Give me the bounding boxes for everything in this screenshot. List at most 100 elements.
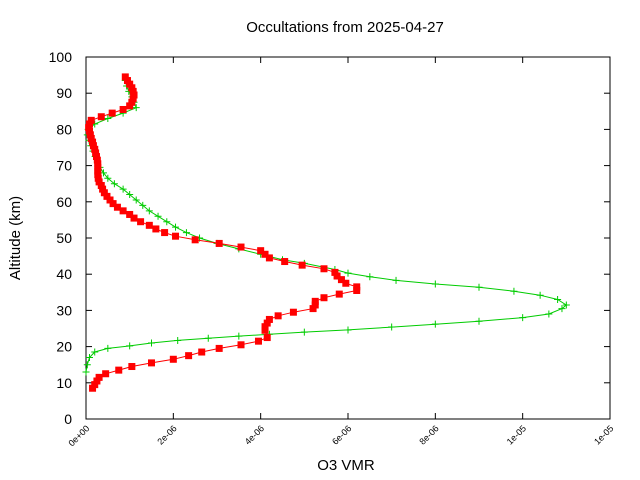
data-point-profile-red [94,171,102,179]
data-point-profile-red [102,370,110,378]
data-point-profile-green [475,317,483,325]
data-point-profile-red [119,207,127,215]
data-point-profile-red [100,189,108,197]
data-point-profile-green [119,185,127,193]
data-point-profile-red [93,156,101,164]
y-tick-label: 30 [56,302,72,318]
data-point-profile-red [89,384,97,392]
data-point-profile-red [94,167,102,175]
data-point-profile-red [198,348,206,356]
data-point-profile-red [320,265,328,273]
y-tick-label: 0 [64,411,72,427]
data-point-profile-red [335,290,343,298]
data-point-profile-green [300,328,308,336]
data-point-profile-red [309,305,317,313]
data-point-profile-red [298,261,306,269]
series-profile-red [85,73,361,392]
data-point-profile-red [95,178,103,186]
data-point-profile-red [261,323,269,331]
series-layer [82,73,570,392]
data-point-profile-green [104,115,112,123]
data-point-profile-green [110,180,118,188]
data-point-profile-red [263,334,271,342]
data-point-profile-red [95,373,103,381]
data-point-profile-red [123,77,131,85]
y-tick-label: 40 [56,266,72,282]
y-tick-label: 80 [56,121,72,137]
data-point-profile-green [174,336,182,344]
series-line-profile-red [88,76,358,389]
data-point-profile-green [344,269,352,277]
data-point-profile-green [148,339,155,347]
data-point-profile-green [172,223,180,231]
data-point-profile-green [388,323,396,331]
data-point-profile-red [185,352,193,360]
data-point-profile-red [91,145,99,153]
data-point-profile-red [311,297,319,305]
data-point-profile-green [536,291,544,299]
data-point-profile-red [129,95,137,103]
data-point-profile-red [353,286,361,294]
data-point-profile-green [554,296,562,304]
data-point-profile-green [562,301,570,309]
data-point-profile-red [85,124,93,132]
data-point-profile-red [126,102,134,110]
data-point-profile-green [139,201,147,209]
data-point-profile-green [104,174,112,182]
x-tick-label: 6e-06 [330,423,353,446]
data-point-profile-red [113,203,121,211]
data-point-profile-red [128,363,136,371]
data-point-profile-red [103,192,111,200]
data-point-profile-red [97,182,105,190]
data-point-profile-red [85,120,93,128]
data-point-profile-red [91,381,99,389]
data-point-profile-green [85,353,93,361]
data-point-profile-red [261,326,269,334]
data-point-profile-red [191,236,199,244]
data-point-profile-green [431,320,439,328]
data-point-profile-red [265,254,273,262]
x-axis-title: O3 VMR [317,457,375,474]
data-point-profile-green [83,361,91,369]
y-axis-title: Altitude (km) [7,196,24,280]
data-point-profile-red [161,229,169,237]
y-tick-label: 50 [56,230,72,246]
data-point-profile-red [121,73,129,81]
data-point-profile-red [89,138,97,146]
data-point-profile-red [353,283,361,291]
data-point-profile-green [204,334,212,342]
data-point-profile-red [94,174,102,182]
data-point-profile-red [94,160,102,168]
data-point-profile-red [130,214,138,222]
data-point-profile-green [392,276,400,284]
data-point-profile-red [169,355,177,363]
y-tick-label: 100 [49,49,73,65]
data-point-profile-red [87,134,95,142]
data-point-profile-red [281,258,289,266]
data-point-profile-red [311,301,319,309]
data-point-profile-red [99,185,107,193]
data-point-profile-red [119,105,127,113]
chart-title: Occultations from 2025-04-27 [246,19,444,36]
data-point-profile-red [152,225,160,233]
data-point-profile-green [126,342,134,350]
data-point-profile-red [337,276,345,284]
data-point-profile-green [132,196,140,204]
data-point-profile-red [263,319,271,327]
data-point-profile-green [510,287,518,295]
data-point-profile-red [108,109,116,117]
data-point-profile-green [475,283,483,291]
y-tick-label: 70 [56,158,72,174]
data-point-profile-red [128,98,136,106]
data-point-profile-red [215,239,223,247]
data-point-profile-green [163,218,171,226]
data-point-profile-red [129,87,137,95]
data-point-profile-red [320,294,328,302]
data-point-profile-red [342,279,350,287]
data-point-profile-red [93,377,101,385]
y-tick-label: 20 [56,339,72,355]
data-point-profile-red [126,80,134,88]
data-point-profile-red [86,131,94,139]
data-point-profile-green [558,305,566,313]
x-tick-label: 4e-06 [243,423,266,446]
